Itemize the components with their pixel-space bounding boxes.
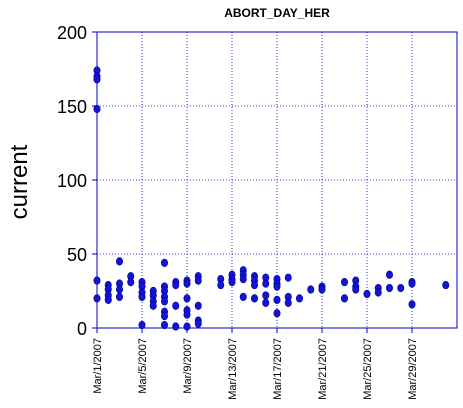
data-point: [295, 294, 303, 303]
data-point: [116, 285, 124, 294]
data-point: [239, 275, 247, 284]
data-point: [161, 297, 169, 306]
data-point: [251, 280, 259, 290]
data-point: [273, 309, 281, 318]
data-point: [385, 283, 393, 293]
y-tick-label: 100: [57, 171, 87, 191]
data-point: [183, 310, 191, 319]
x-tick-label: Mar/21/2007: [317, 338, 329, 400]
data-point: [273, 282, 281, 291]
data-point: [93, 75, 101, 84]
data-point: [172, 322, 180, 331]
data-point: [161, 258, 169, 267]
data-point: [385, 270, 393, 279]
data-point: [93, 276, 101, 285]
data-point: [183, 322, 191, 331]
data-point: [340, 278, 348, 287]
data-point: [116, 257, 124, 266]
x-tick-label: Mar/1/2007: [92, 338, 104, 394]
data-point: [149, 301, 157, 310]
data-point: [284, 273, 292, 282]
x-tick-label: Mar/25/2007: [362, 338, 374, 400]
data-point: [93, 294, 101, 303]
data-point: [104, 295, 112, 304]
x-tick-label: Mar/29/2007: [407, 338, 419, 400]
data-point: [138, 320, 146, 330]
data-point: [318, 285, 326, 294]
y-tick-label: 150: [57, 97, 87, 117]
data-point: [307, 285, 315, 294]
data-point: [374, 288, 382, 297]
data-point: [284, 298, 292, 307]
chart-title: ABORT_DAY_HER: [224, 6, 330, 20]
data-point: [408, 279, 416, 288]
data-point: [397, 283, 405, 293]
data-point: [262, 291, 270, 300]
data-point: [161, 320, 169, 330]
data-point: [228, 278, 236, 287]
x-tick-label: Mar/17/2007: [272, 338, 284, 400]
data-point: [172, 301, 180, 310]
data-point: [408, 300, 416, 309]
data-point: [273, 295, 281, 304]
data-point: [363, 289, 371, 299]
data-point: [172, 280, 180, 290]
data-point: [251, 294, 259, 303]
data-point: [138, 292, 146, 302]
x-tick-label: Mar/13/2007: [227, 338, 239, 400]
y-tick-label: 50: [67, 245, 87, 265]
data-point: [183, 294, 191, 303]
data-point: [239, 292, 247, 302]
data-point: [161, 312, 169, 321]
data-point: [194, 276, 202, 285]
data-points: [93, 66, 450, 331]
data-point: [217, 280, 225, 290]
data-point: [262, 298, 270, 307]
data-point: [262, 279, 270, 288]
y-tick-label: 0: [77, 319, 87, 339]
data-point: [116, 292, 124, 302]
data-point: [442, 280, 450, 290]
data-point: [183, 279, 191, 288]
data-point: [194, 319, 202, 328]
data-point: [194, 301, 202, 310]
data-point: [352, 285, 360, 294]
y-axis-label: current: [6, 144, 33, 219]
y-tick-label: 200: [57, 23, 87, 43]
data-point: [127, 278, 135, 287]
axis-layer: 0 50 100 150 200 Mar/1/2007 Mar/5/2007 Mar/9/20…: [57, 23, 419, 400]
x-tick-label: Mar/5/2007: [137, 338, 149, 394]
data-point: [93, 104, 101, 114]
x-tick-label: Mar/9/2007: [182, 338, 194, 394]
data-point: [340, 294, 348, 303]
